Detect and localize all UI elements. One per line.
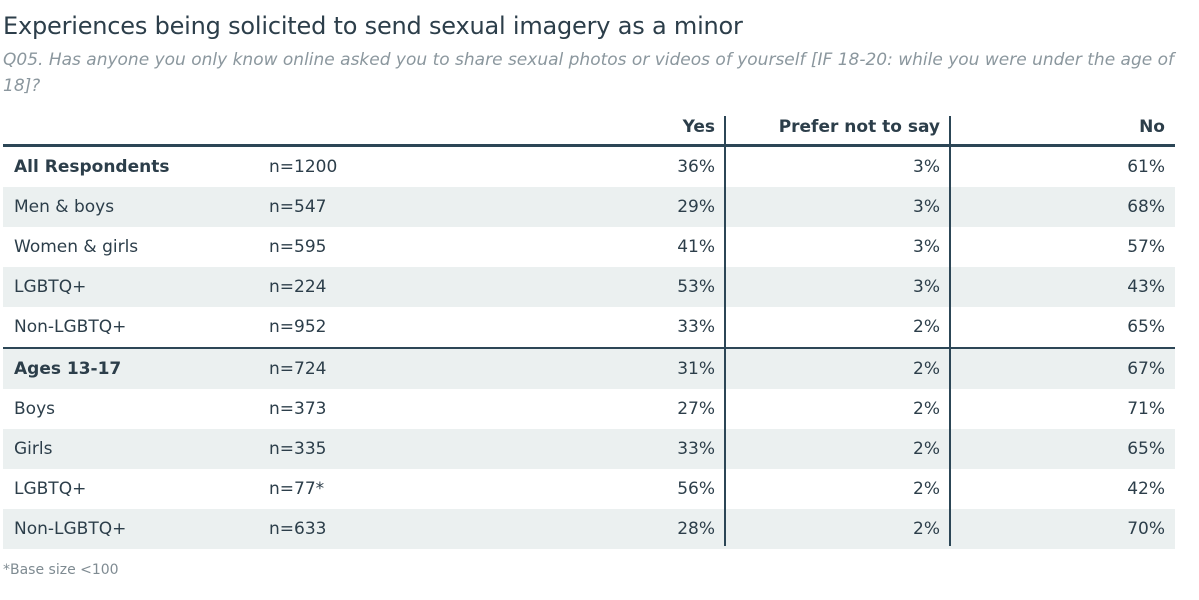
header-no: No xyxy=(1139,117,1165,137)
table-body: All Respondents n=1200 36% 3% 61% Men & boys n… xyxy=(3,147,1175,549)
row-base-size: n=373 xyxy=(269,399,327,419)
row-prefer-not-to-say-value: 3% xyxy=(913,237,940,257)
row-prefer-not-to-say-value: 3% xyxy=(913,277,940,297)
row-no-value: 65% xyxy=(1127,317,1165,337)
row-label: LGBTQ+ xyxy=(14,277,87,297)
row-label: Men & boys xyxy=(14,197,115,217)
row-prefer-not-to-say-value: 2% xyxy=(913,519,940,539)
row-label: Boys xyxy=(14,399,55,419)
row-no-value: 57% xyxy=(1127,237,1165,257)
row-no-value: 68% xyxy=(1127,197,1165,217)
row-label: LGBTQ+ xyxy=(14,479,87,499)
row-label: Women & girls xyxy=(14,237,139,257)
table-row: Boys n=373 27% 2% 71% xyxy=(3,389,1175,429)
row-yes-value: 53% xyxy=(677,277,715,297)
row-prefer-not-to-say-value: 2% xyxy=(913,399,940,419)
row-yes-value: 41% xyxy=(677,237,715,257)
row-prefer-not-to-say-value: 3% xyxy=(913,157,940,177)
table-row: Non-LGBTQ+ n=952 33% 2% 65% xyxy=(3,307,1175,347)
header-prefer-not-to-say: Prefer not to say xyxy=(778,117,940,137)
row-yes-value: 29% xyxy=(677,197,715,217)
row-prefer-not-to-say-value: 3% xyxy=(913,197,940,217)
row-base-size: n=547 xyxy=(269,197,327,217)
row-label: Non-LGBTQ+ xyxy=(14,519,127,539)
row-no-value: 71% xyxy=(1127,399,1165,419)
table-row: Ages 13-17 n=724 31% 2% 67% xyxy=(3,347,1175,389)
header-yes: Yes xyxy=(682,117,715,137)
row-no-value: 67% xyxy=(1127,359,1165,379)
row-prefer-not-to-say-value: 2% xyxy=(913,479,940,499)
row-base-size: n=1200 xyxy=(269,157,338,177)
row-label: All Respondents xyxy=(14,157,170,177)
row-base-size: n=724 xyxy=(269,359,327,379)
row-base-size: n=77* xyxy=(269,479,325,499)
row-yes-value: 31% xyxy=(677,359,715,379)
row-yes-value: 33% xyxy=(677,439,715,459)
row-no-value: 65% xyxy=(1127,439,1165,459)
row-base-size: n=633 xyxy=(269,519,327,539)
table-header: Yes Prefer not to say No xyxy=(3,114,1175,147)
table-row: Women & girls n=595 41% 3% 57% xyxy=(3,227,1175,267)
chart-title: Experiences being solicited to send sexu… xyxy=(3,12,743,40)
row-no-value: 70% xyxy=(1127,519,1165,539)
chart-subtitle: Q05. Has anyone you only know online ask… xyxy=(3,50,1175,96)
row-base-size: n=224 xyxy=(269,277,327,297)
table-row: Girls n=335 33% 2% 65% xyxy=(3,429,1175,469)
row-base-size: n=595 xyxy=(269,237,327,257)
column-divider-yes xyxy=(724,116,726,546)
table-row: LGBTQ+ n=77* 56% 2% 42% xyxy=(3,469,1175,509)
row-no-value: 61% xyxy=(1127,157,1165,177)
row-yes-value: 36% xyxy=(677,157,715,177)
row-prefer-not-to-say-value: 2% xyxy=(913,359,940,379)
row-no-value: 43% xyxy=(1127,277,1165,297)
row-base-size: n=952 xyxy=(269,317,327,337)
table-row: Non-LGBTQ+ n=633 28% 2% 70% xyxy=(3,509,1175,549)
row-label: Ages 13-17 xyxy=(14,359,122,379)
row-label: Non-LGBTQ+ xyxy=(14,317,127,337)
row-prefer-not-to-say-value: 2% xyxy=(913,317,940,337)
row-prefer-not-to-say-value: 2% xyxy=(913,439,940,459)
row-yes-value: 28% xyxy=(677,519,715,539)
row-yes-value: 56% xyxy=(677,479,715,499)
results-table: Yes Prefer not to say No All Respondents… xyxy=(3,114,1175,549)
table-row: LGBTQ+ n=224 53% 3% 43% xyxy=(3,267,1175,307)
row-yes-value: 33% xyxy=(677,317,715,337)
row-no-value: 42% xyxy=(1127,479,1165,499)
footnote: *Base size <100 xyxy=(3,562,119,578)
row-label: Girls xyxy=(14,439,53,459)
column-divider-prefer-not-to-say xyxy=(949,116,951,546)
row-base-size: n=335 xyxy=(269,439,327,459)
table-row: All Respondents n=1200 36% 3% 61% xyxy=(3,147,1175,187)
row-yes-value: 27% xyxy=(677,399,715,419)
table-row: Men & boys n=547 29% 3% 68% xyxy=(3,187,1175,227)
